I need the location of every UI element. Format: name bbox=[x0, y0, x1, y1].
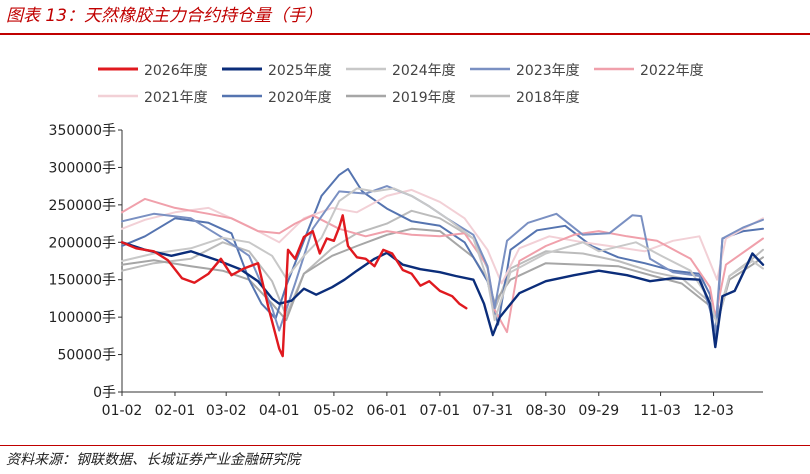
source-rule bbox=[0, 445, 810, 446]
source-note: 资料来源：钢联数据、长城证券产业金融研究院 bbox=[6, 452, 300, 468]
y-tick-label: 250000手 bbox=[49, 198, 116, 214]
y-tick-label: 100000手 bbox=[49, 310, 116, 326]
y-tick-label: 150000手 bbox=[49, 273, 116, 289]
series-line-2020年度 bbox=[121, 167, 764, 347]
x-tick-label: 09-29 bbox=[578, 403, 619, 419]
x-tick-label: 12-03 bbox=[693, 403, 734, 419]
x-tick-label: 02-01 bbox=[155, 403, 196, 419]
title-rule bbox=[0, 33, 810, 35]
x-tick-label: 11-03 bbox=[640, 403, 681, 419]
y-tick-label: 50000手 bbox=[57, 348, 116, 364]
x-tick-label: 03-02 bbox=[206, 403, 247, 419]
y-tick-label: 200000手 bbox=[49, 235, 116, 251]
figure-title: 图表 13：天然橡胶主力合约持仓量（手） bbox=[6, 6, 323, 26]
legend-label: 2023年度 bbox=[516, 63, 580, 79]
y-tick-label: 300000手 bbox=[49, 160, 116, 176]
series-line-2023年度 bbox=[121, 185, 764, 334]
legend-label: 2022年度 bbox=[640, 63, 704, 79]
series-lines bbox=[120, 167, 765, 358]
x-tick-label: 07-31 bbox=[472, 403, 513, 419]
x-tick-label: 06-01 bbox=[367, 403, 408, 419]
y-tick-label: 0手 bbox=[93, 385, 116, 401]
legend-label: 2026年度 bbox=[144, 63, 208, 79]
legend-label: 2020年度 bbox=[268, 90, 332, 106]
x-tick-label: 01-02 bbox=[102, 403, 143, 419]
x-tick-label: 05-02 bbox=[314, 403, 355, 419]
x-tick-label: 08-30 bbox=[525, 403, 566, 419]
x-tick-label: 04-01 bbox=[259, 403, 300, 419]
legend-label: 2025年度 bbox=[268, 63, 332, 79]
y-tick-label: 350000手 bbox=[49, 123, 116, 139]
x-axis: 01-02 02-01 03-02 04-01 05-02 06-01 07-01 07-31… bbox=[102, 391, 763, 419]
y-axis: 0手 50000手 100000手 150000手 200000手 250000手 3000… bbox=[49, 123, 123, 401]
chart-legend: 2026年度 2025年度 2024年度 2023年度 2022年度 2021年度 2020… bbox=[98, 63, 704, 106]
x-tick-label: 07-01 bbox=[420, 403, 461, 419]
series-line-2022年度 bbox=[121, 197, 764, 334]
legend-label: 2019年度 bbox=[392, 90, 456, 106]
series-line-2024年度 bbox=[121, 187, 764, 326]
legend-label: 2024年度 bbox=[392, 63, 456, 79]
series-line-2026年度 bbox=[120, 214, 468, 358]
legend-label: 2018年度 bbox=[516, 90, 580, 106]
legend-label: 2021年度 bbox=[144, 90, 208, 106]
